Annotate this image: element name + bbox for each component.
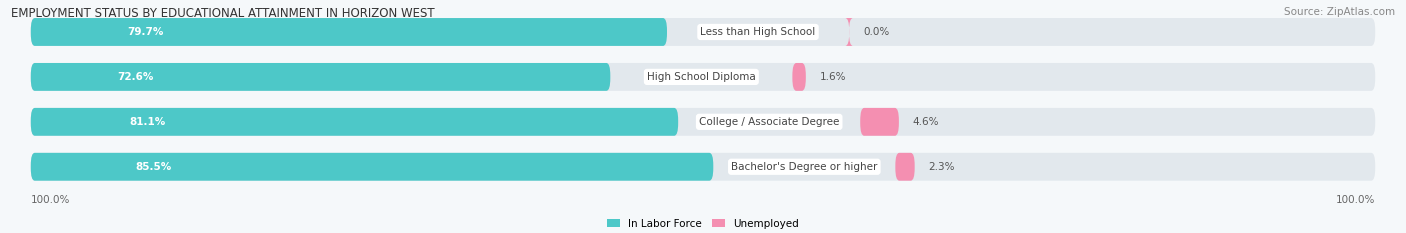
Legend: In Labor Force, Unemployed: In Labor Force, Unemployed xyxy=(603,215,803,233)
Text: Source: ZipAtlas.com: Source: ZipAtlas.com xyxy=(1284,7,1395,17)
Text: Bachelor's Degree or higher: Bachelor's Degree or higher xyxy=(731,162,877,172)
Text: 81.1%: 81.1% xyxy=(129,117,166,127)
Text: 0.0%: 0.0% xyxy=(863,27,890,37)
FancyBboxPatch shape xyxy=(31,18,666,46)
FancyBboxPatch shape xyxy=(793,63,806,91)
FancyBboxPatch shape xyxy=(31,153,713,181)
Text: 100.0%: 100.0% xyxy=(1336,195,1375,205)
Text: 85.5%: 85.5% xyxy=(135,162,172,172)
Text: 72.6%: 72.6% xyxy=(117,72,153,82)
Text: 4.6%: 4.6% xyxy=(912,117,939,127)
Text: College / Associate Degree: College / Associate Degree xyxy=(699,117,839,127)
Text: 1.6%: 1.6% xyxy=(820,72,846,82)
Text: 2.3%: 2.3% xyxy=(929,162,955,172)
FancyBboxPatch shape xyxy=(860,108,898,136)
Text: 100.0%: 100.0% xyxy=(31,195,70,205)
FancyBboxPatch shape xyxy=(31,63,610,91)
FancyBboxPatch shape xyxy=(896,153,915,181)
Text: Less than High School: Less than High School xyxy=(700,27,815,37)
FancyBboxPatch shape xyxy=(31,108,678,136)
Text: High School Diploma: High School Diploma xyxy=(647,72,755,82)
FancyBboxPatch shape xyxy=(31,18,1375,46)
FancyBboxPatch shape xyxy=(31,63,1375,91)
Text: 79.7%: 79.7% xyxy=(127,27,163,37)
Text: EMPLOYMENT STATUS BY EDUCATIONAL ATTAINMENT IN HORIZON WEST: EMPLOYMENT STATUS BY EDUCATIONAL ATTAINM… xyxy=(11,7,434,20)
FancyBboxPatch shape xyxy=(31,153,1375,181)
FancyBboxPatch shape xyxy=(31,108,1375,136)
FancyBboxPatch shape xyxy=(845,18,853,46)
